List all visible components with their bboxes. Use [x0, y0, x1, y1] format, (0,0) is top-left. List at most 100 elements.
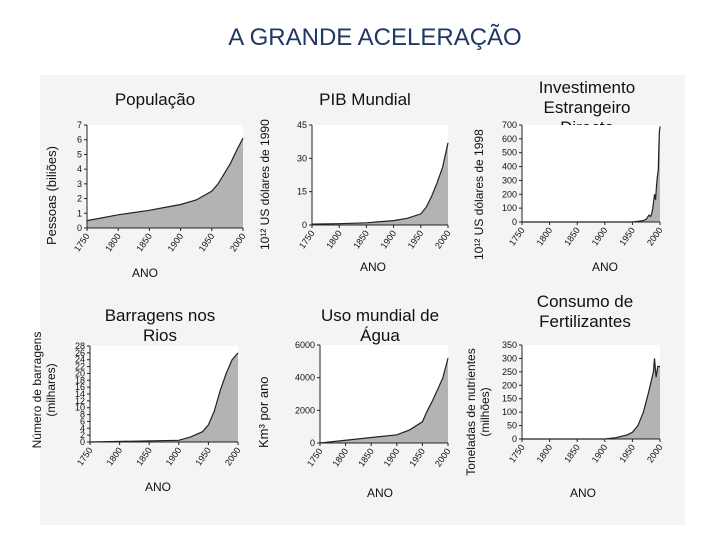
- x-tick-label: 1800: [105, 445, 125, 467]
- x-tick-label: 1750: [305, 446, 325, 468]
- series-area: [522, 358, 660, 439]
- y-tick-label: 4: [77, 164, 82, 174]
- y-axis-label-agua: Km³ por ano: [256, 376, 271, 448]
- y-tick-label: 0: [512, 217, 517, 227]
- y-tick-label: 15: [297, 187, 307, 197]
- x-tick-label: 1900: [166, 231, 186, 253]
- y-tick-label: 6: [77, 135, 82, 145]
- x-tick-label: 1800: [535, 225, 555, 247]
- y-tick-label: 600: [502, 134, 517, 144]
- y-tick-label: 16: [75, 382, 85, 392]
- y-tick-label: 300: [502, 353, 517, 363]
- x-tick-label: 1750: [507, 442, 527, 464]
- x-axis-label-fertilizantes: ANO: [570, 486, 597, 500]
- y-tick-label: 45: [297, 120, 307, 130]
- y-tick-label: 14: [75, 389, 85, 399]
- y-tick-label: 100: [502, 407, 517, 417]
- series-area: [90, 352, 238, 442]
- plot-background: [522, 125, 660, 222]
- chart-panel-investimento: Investimento Estrangeiro Directo 10¹² US…: [470, 75, 680, 295]
- y-tick-label: 100: [502, 203, 517, 213]
- y-tick-label: 700: [502, 120, 517, 130]
- y-tick-label: 0: [80, 437, 85, 447]
- y-tick-label: 300: [502, 175, 517, 185]
- chart-panel-fertilizantes: Consumo de Fertilizantes Toneladas de nu…: [464, 292, 680, 512]
- x-tick-label: 1950: [197, 231, 217, 253]
- x-tick-label: 1900: [164, 445, 184, 467]
- chart-panel-pib: PIB Mundial 10¹² US dólares de 1990 0 15 3…: [255, 80, 465, 300]
- y-tick-label: 150: [502, 394, 517, 404]
- x-axis-label-barragens: ANO: [145, 480, 172, 494]
- y-tick-label: 2: [77, 194, 82, 204]
- x-tick-label: 1950: [193, 445, 213, 467]
- y-tick-label: 2000: [295, 405, 315, 415]
- x-tick-label: 1900: [379, 228, 399, 250]
- chart-panel-agua: Uso mundial de Água Km³ por ano 0 2000 400…: [255, 300, 465, 520]
- chart-svg-populacao: 0 1 2 3 4 5 6 7 1750 1800 1850 1900 1950 2000: [72, 120, 248, 254]
- y-tick-label: 10: [75, 403, 85, 413]
- x-tick-label: 1850: [356, 446, 376, 468]
- x-tick-label: 1750: [507, 225, 527, 247]
- x-tick-label: 1900: [590, 442, 610, 464]
- y-tick-label: 18: [75, 375, 85, 385]
- chart-panel-populacao: População Pessoas (biliões) 0 1 2 3 4 5 6 7 1750…: [40, 80, 250, 300]
- x-axis-label-pib: ANO: [360, 260, 387, 274]
- series-line: [86, 137, 244, 222]
- x-tick-label: 1950: [407, 446, 427, 468]
- y-tick-label: 0: [302, 220, 307, 230]
- series-line: [311, 142, 449, 225]
- y-tick-label: 30: [297, 153, 307, 163]
- y-tick-label: 8: [80, 410, 85, 420]
- x-tick-label: 2000: [433, 446, 453, 468]
- y-tick-label: 250: [502, 367, 517, 377]
- y-tick-label: 400: [502, 162, 517, 172]
- x-tick-label: 1950: [406, 228, 426, 250]
- y-tick-label: 4: [80, 423, 85, 433]
- y-tick-label: 50: [507, 421, 517, 431]
- x-tick-label: 2000: [223, 445, 243, 467]
- x-tick-label: 2000: [433, 228, 453, 250]
- x-tick-label: 1750: [297, 228, 317, 250]
- y-tick-label: 6000: [295, 340, 315, 350]
- y-tick-label: 20: [75, 368, 85, 378]
- x-axis-label-agua: ANO: [367, 486, 394, 500]
- x-tick-label: 1800: [331, 446, 351, 468]
- x-tick-label: 2000: [645, 442, 665, 464]
- y-tick-label: 350: [502, 340, 517, 350]
- chart-title-populacao: População: [114, 90, 196, 109]
- y-tick-label: 200: [502, 189, 517, 199]
- page-title: A GRANDE ACELERAÇÃO: [228, 24, 522, 51]
- y-tick-label: 3: [77, 179, 82, 189]
- x-tick-label: 1950: [617, 442, 637, 464]
- y-tick-label: 4000: [295, 373, 315, 383]
- series-area: [320, 358, 448, 443]
- y-axis-label-barragens: Número de barragens (milhares): [30, 331, 58, 449]
- series-line: [319, 357, 449, 444]
- x-axis-label-populacao: ANO: [132, 266, 159, 280]
- y-tick-label: 24: [75, 355, 85, 365]
- x-axis-label-investimento: ANO: [592, 260, 619, 274]
- y-tick-label: 12: [75, 396, 85, 406]
- x-tick-label: 2000: [228, 231, 248, 253]
- x-tick-label: 1800: [535, 442, 555, 464]
- y-tick-label: 0: [310, 438, 315, 448]
- y-tick-label: 26: [75, 348, 85, 358]
- x-tick-label: 1850: [134, 445, 154, 467]
- y-tick-label: 200: [502, 380, 517, 390]
- x-tick-label: 1900: [590, 225, 610, 247]
- chart-title-fertilizantes: Consumo de Fertilizantes: [536, 292, 634, 331]
- y-tick-label: 0: [512, 434, 517, 444]
- plot-background: [522, 345, 660, 439]
- y-tick-label: 7: [77, 120, 82, 130]
- chart-title-barragens: Barragens nos Rios: [104, 306, 216, 345]
- series-line: [89, 352, 239, 443]
- x-tick-label: 1850: [562, 442, 582, 464]
- y-tick-label: 28: [75, 341, 85, 351]
- x-tick-label: 1850: [351, 228, 371, 250]
- x-tick-label: 1750: [72, 231, 92, 253]
- x-tick-label: 1850: [562, 225, 582, 247]
- chart-title-agua: Uso mundial de Água: [320, 306, 440, 345]
- y-tick-label: 500: [502, 148, 517, 158]
- y-tick-label: 22: [75, 362, 85, 372]
